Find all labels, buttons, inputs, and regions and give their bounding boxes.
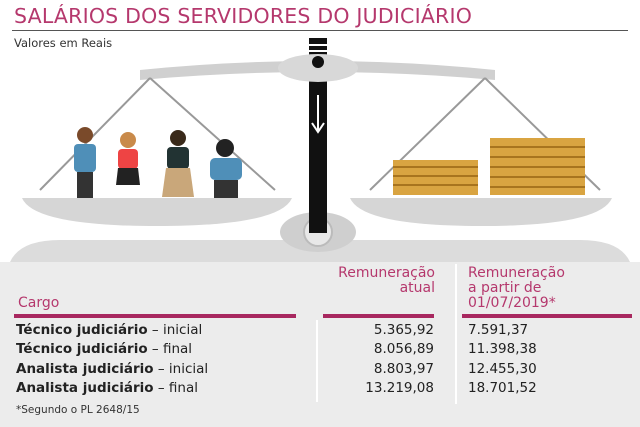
scale-illustration — [10, 38, 630, 262]
cargo-name: Analista judiciário — [16, 379, 154, 396]
coin-stacks-icon — [393, 138, 585, 195]
table-cell-atual: 13.219,08 — [314, 379, 434, 398]
value-atual: 5.365,92 — [373, 322, 434, 338]
header-novo-line3: 01/07/2019* — [468, 295, 556, 311]
header-rule — [14, 314, 296, 318]
page-title: SALÁRIOS DOS SERVIDORES DO JUDICIÁRIO — [14, 4, 473, 28]
value-novo: 18.701,52 — [468, 379, 537, 396]
header-rule — [462, 314, 632, 318]
cargo-level: – final — [153, 379, 198, 396]
header-novo-line2: a partir de — [468, 280, 542, 296]
table-cell-novo: 7.591,37 — [468, 321, 528, 340]
scale-icon — [10, 38, 630, 262]
title-divider — [12, 30, 628, 31]
table-cell-cargo: Técnico judiciário – inicial — [16, 321, 202, 340]
header-atual-line1: Remuneração — [338, 265, 435, 281]
cargo-level: – inicial — [147, 322, 203, 338]
table-cell-cargo: Técnico judiciário – final — [16, 340, 192, 359]
cargo-name: Analista judiciário — [16, 360, 154, 377]
table-cell-atual: 5.365,92 — [314, 321, 434, 340]
header-atual: Remuneração atual — [280, 266, 435, 296]
value-atual: 8.803,97 — [373, 360, 434, 377]
subtitle: Valores em Reais — [14, 36, 113, 50]
salary-table — [0, 262, 640, 427]
cargo-level: – final — [147, 341, 193, 358]
table-cell-novo: 18.701,52 — [468, 379, 537, 398]
header-atual-line2: atual — [399, 280, 435, 296]
header-novo-line1: Remuneração — [468, 265, 565, 281]
value-novo: 11.398,38 — [468, 341, 537, 358]
cargo-name: Técnico judiciário — [16, 322, 148, 338]
value-atual: 13.219,08 — [365, 379, 434, 396]
column-divider — [316, 320, 318, 402]
table-cell-novo: 11.398,38 — [468, 340, 537, 359]
footnote: *Segundo o PL 2648/15 — [16, 404, 140, 416]
header-rule — [323, 314, 434, 318]
table-cell-atual: 8.803,97 — [314, 360, 434, 379]
table-cell-cargo: Analista judiciário – inicial — [16, 360, 208, 379]
value-atual: 8.056,89 — [373, 341, 434, 358]
column-divider — [455, 264, 457, 404]
table-cell-atual: 8.056,89 — [314, 340, 434, 359]
people-group-icon — [74, 127, 242, 198]
table-cell-cargo: Analista judiciário – final — [16, 379, 198, 398]
header-novo: Remuneração a partir de 01/07/2019* — [468, 266, 565, 311]
header-cargo: Cargo — [18, 295, 60, 311]
value-novo: 12.455,30 — [468, 360, 537, 377]
table-cell-novo: 12.455,30 — [468, 360, 537, 379]
cargo-name: Técnico judiciário — [16, 341, 148, 358]
cargo-level: – inicial — [153, 360, 209, 377]
value-novo: 7.591,37 — [468, 322, 529, 338]
